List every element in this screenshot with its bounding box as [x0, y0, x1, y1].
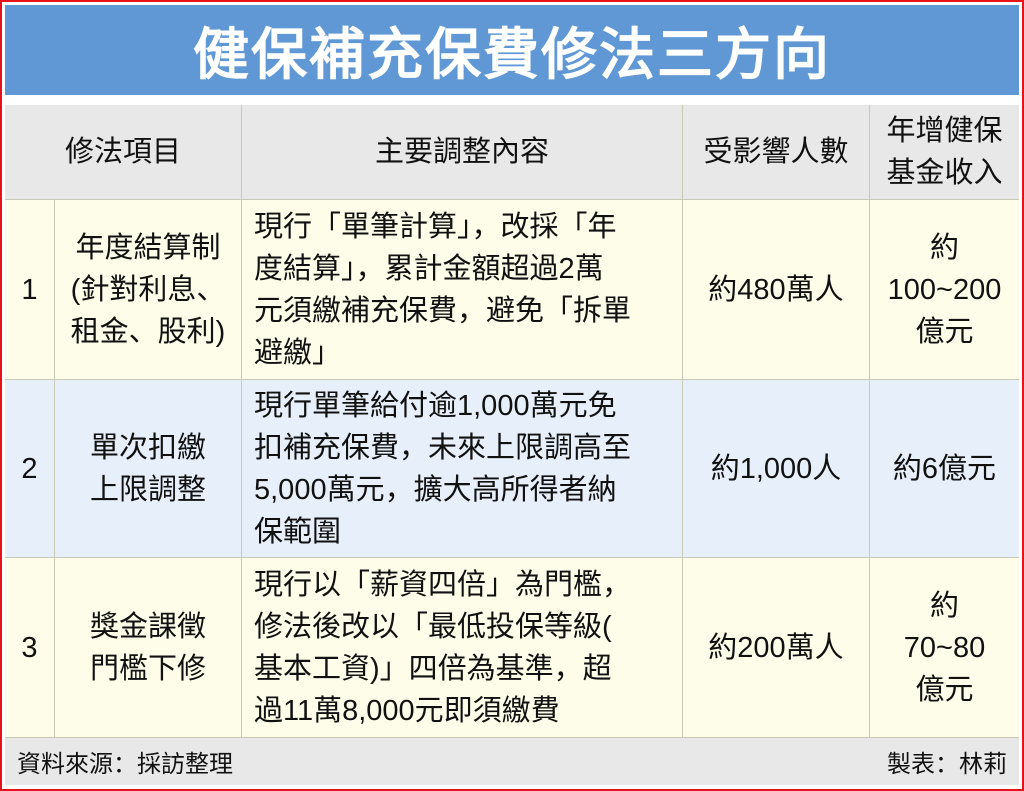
- header-content: 主要調整內容: [242, 105, 683, 200]
- cell-text: 年度結算制: [75, 231, 221, 264]
- cell-text: 1: [21, 273, 38, 306]
- cell-text: 100~200: [887, 273, 1002, 306]
- cell-text: 約6億元: [892, 452, 997, 485]
- cell-text: 億元: [915, 673, 974, 706]
- cell-text: 5,000萬元，擴大高所得者納: [254, 473, 617, 506]
- cell-text: 現行「單筆計算」，改採「年: [254, 210, 617, 243]
- cell-text: 約: [929, 589, 959, 622]
- row-3-no-cell: 3: [5, 558, 55, 738]
- cell-text: 現行單筆給付逾1,000萬元免: [254, 389, 617, 422]
- cell-text: 約200萬人: [708, 631, 844, 664]
- cell-text: 3: [21, 631, 38, 664]
- row-2-content-cell: 現行單筆給付逾1,000萬元免 扣補充保費，未來上限調高至 5,000萬元，擴大高所…: [242, 380, 683, 558]
- header-affected: 受影響人數: [683, 105, 870, 200]
- row-1-no-cell: 1: [5, 200, 55, 380]
- page-title: 健保補充保費修法三方向: [5, 5, 1019, 95]
- cell-text: 元須繳補充保費，避免「拆單: [254, 294, 632, 327]
- cell-text: 2: [21, 452, 38, 485]
- header-revenue-line: 基金收入: [886, 157, 1003, 189]
- footer: 資料來源：採訪整理 製表：林莉: [5, 738, 1019, 785]
- cell-text: 億元: [915, 315, 974, 348]
- cell-text: 扣補充保費，未來上限調高至: [254, 431, 632, 464]
- cell-text: 約1,000人: [710, 452, 842, 485]
- cell-text: 避繳」: [254, 336, 342, 369]
- cell-text: 70~80: [903, 631, 986, 664]
- cell-text: 單次扣繳: [89, 431, 206, 464]
- cell-text: 上限調整: [89, 473, 206, 506]
- cell-text: 過11萬8,000元即須繳費: [254, 694, 560, 727]
- header-item: 修法項目: [5, 105, 242, 200]
- row-3-content-cell: 現行以「薪資四倍」為門檻， 修法後改以「最低投保等級( 基本工資)」四倍為基準，超過…: [242, 558, 683, 738]
- cell-text: (針對利息、: [70, 273, 226, 306]
- cell-text: 度結算」，累計金額超過2萬: [254, 252, 604, 285]
- row-3-item-cell: 獎金課徵 門檻下修: [55, 558, 242, 738]
- cell-text: 約: [929, 231, 959, 264]
- cell-text: 約480萬人: [708, 273, 844, 306]
- cell-text: 現行以「薪資四倍」為門檻，: [254, 568, 632, 601]
- row-1-item-cell: 年度結算制 (針對利息、 租金、股利): [55, 200, 242, 380]
- cell-text: 基本工資)」四倍為基準，超: [254, 652, 612, 685]
- row-1-affected-cell: 約480萬人: [683, 200, 870, 380]
- header-revenue: 年增健保 基金收入: [870, 105, 1019, 200]
- cell-text: 獎金課徵: [89, 610, 206, 643]
- row-1-revenue-cell: 約 100~200 億元: [870, 200, 1019, 380]
- row-2-revenue-cell: 約6億元: [870, 380, 1019, 558]
- header-revenue-line: 年增健保: [886, 115, 1003, 147]
- row-2-affected-cell: 約1,000人: [683, 380, 870, 558]
- author-note: 製表：林莉: [887, 751, 1007, 778]
- row-2-item-cell: 單次扣繳 上限調整: [55, 380, 242, 558]
- cell-text: 修法後改以「最低投保等級(: [254, 610, 612, 643]
- cell-text: 租金、股利): [70, 315, 226, 348]
- source-note: 資料來源：採訪整理: [17, 751, 233, 778]
- cell-text: 保範圍: [254, 515, 342, 548]
- row-3-revenue-cell: 約 70~80 億元: [870, 558, 1019, 738]
- row-1-content-cell: 現行「單筆計算」，改採「年 度結算」，累計金額超過2萬 元須繳補充保費，避免「拆單避…: [242, 200, 683, 380]
- row-3-affected-cell: 約200萬人: [683, 558, 870, 738]
- row-2-no-cell: 2: [5, 380, 55, 558]
- cell-text: 門檻下修: [89, 652, 206, 685]
